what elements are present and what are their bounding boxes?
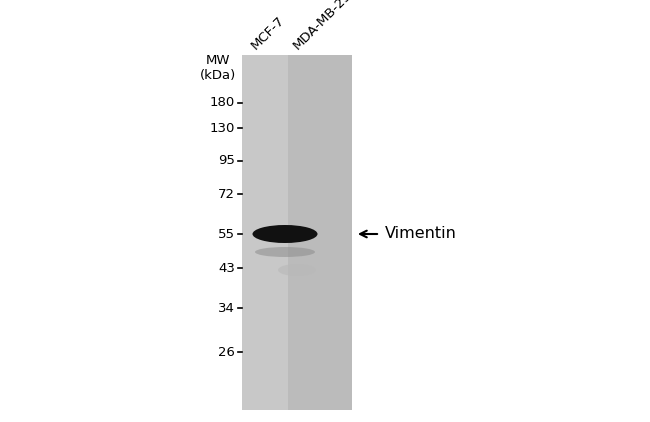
Text: 72: 72 <box>218 187 235 200</box>
Text: MCF-7: MCF-7 <box>249 14 287 52</box>
Ellipse shape <box>252 225 317 243</box>
Text: 43: 43 <box>218 262 235 274</box>
Bar <box>242 55 288 410</box>
Text: MW
(kDa): MW (kDa) <box>200 54 236 82</box>
Text: 34: 34 <box>218 301 235 314</box>
Text: 95: 95 <box>218 154 235 168</box>
Bar <box>242 55 352 410</box>
Text: 180: 180 <box>210 97 235 109</box>
FancyArrowPatch shape <box>360 231 377 237</box>
Text: 130: 130 <box>209 122 235 135</box>
Bar <box>288 55 352 410</box>
Text: MDA-MB-231: MDA-MB-231 <box>291 0 361 52</box>
Ellipse shape <box>278 264 316 276</box>
Ellipse shape <box>255 247 315 257</box>
Text: Vimentin: Vimentin <box>385 227 457 241</box>
Text: 26: 26 <box>218 346 235 359</box>
Text: 55: 55 <box>218 227 235 241</box>
